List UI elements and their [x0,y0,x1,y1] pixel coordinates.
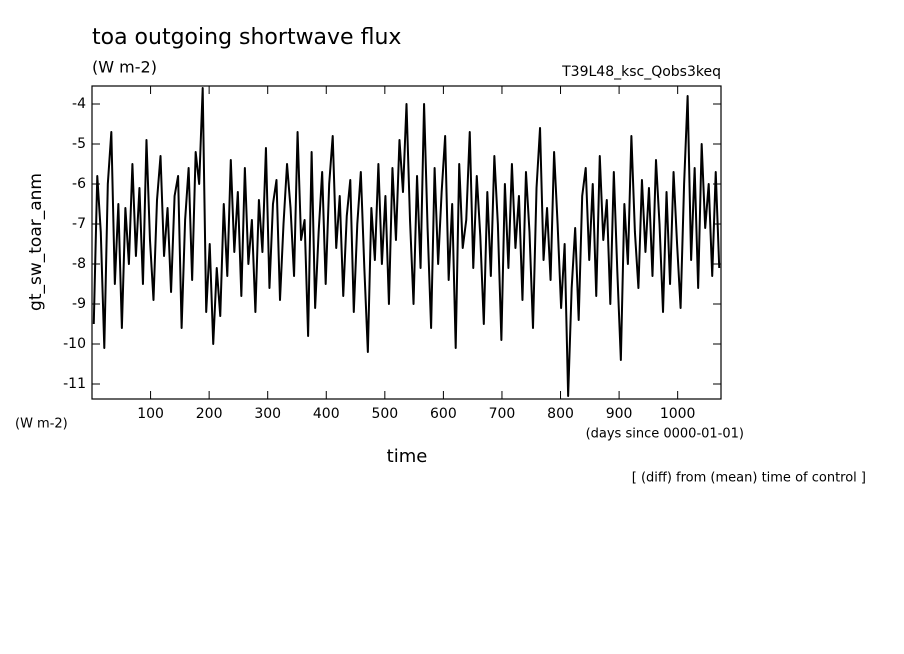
x-tick-label: 600 [430,406,457,422]
y-tick-label: -6 [72,176,86,192]
experiment-label: T39L48_ksc_Qobs3keq [561,64,721,80]
y-tick-label: -9 [72,296,86,312]
note: [ (diff) from (mean) time of control ] [632,471,866,486]
plot-frame [91,85,722,400]
x-axis-label: time [387,446,428,467]
data-line [92,87,721,397]
x-tick-label: 800 [547,406,574,422]
y-unit-label: (W m-2) [15,417,68,432]
y-tick-label: -10 [63,336,86,352]
chart-subtitle: (W m-2) [92,58,157,77]
y-axis-label: gt_sw_toar_anm [26,173,46,311]
y-tick-label: -5 [72,136,86,152]
chart-title: toa outgoing shortwave flux [92,25,401,50]
x-tick-label: 500 [371,406,398,422]
x-tick-label: 400 [313,406,340,422]
x-tick-label: 900 [606,406,633,422]
y-tick-label: -8 [72,256,86,272]
x-tick-label: 300 [254,406,281,422]
y-tick-label: -7 [72,216,86,232]
x-tick-label: 700 [489,406,516,422]
x-unit-label: (days since 0000-01-01) [586,427,744,442]
y-tick-label: -4 [72,96,86,112]
x-tick-label: 1000 [660,406,696,422]
y-tick-label: -11 [63,376,86,392]
x-tick-label: 100 [137,406,164,422]
x-tick-label: 200 [196,406,223,422]
